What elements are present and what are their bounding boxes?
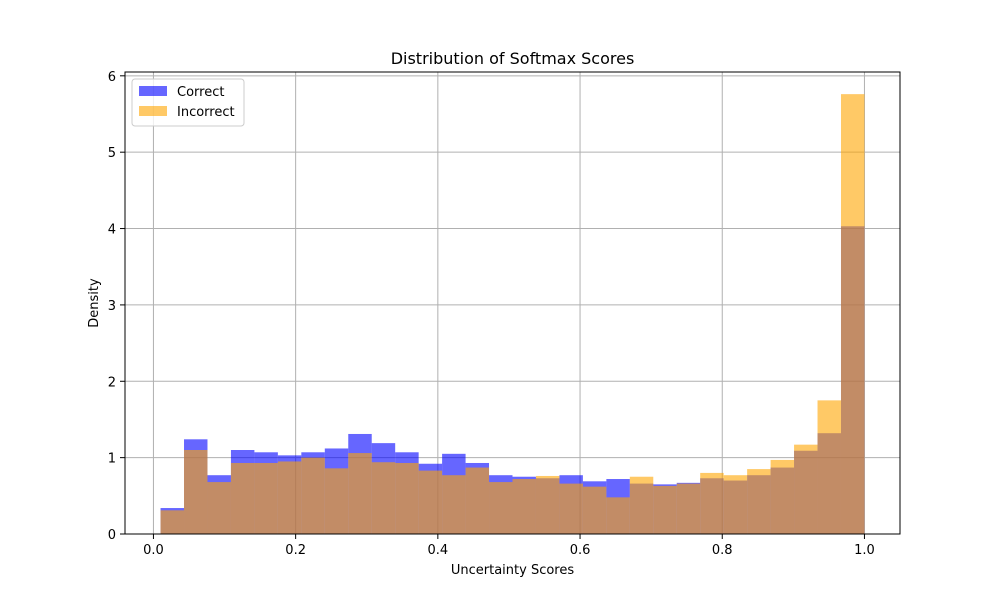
legend: Correct Incorrect [131, 78, 245, 127]
bar-incorrect [653, 485, 677, 534]
y-tick-label: 0 [108, 528, 116, 543]
bar-incorrect [160, 510, 185, 534]
x-tick-label: 0.8 [712, 543, 733, 558]
bar-incorrect [324, 468, 349, 534]
bar-incorrect [770, 459, 795, 534]
y-tick-label: 1 [108, 452, 116, 467]
bar-incorrect [442, 475, 466, 534]
bar-incorrect [348, 453, 372, 534]
bar-incorrect [489, 482, 513, 534]
bar-incorrect [301, 457, 325, 534]
x-tick-label: 1.0 [854, 543, 875, 558]
bar-incorrect [418, 470, 443, 534]
x-tick-label: 0.4 [428, 543, 449, 558]
y-tick-label: 2 [108, 375, 116, 390]
x-tick-label: 0.0 [143, 543, 164, 558]
bar-incorrect [395, 462, 419, 534]
bar-incorrect [794, 444, 818, 534]
legend-swatch-correct [139, 86, 167, 96]
bar-incorrect [840, 94, 865, 535]
bar-incorrect [629, 476, 654, 534]
bar-incorrect [371, 462, 396, 534]
x-axis-label: Uncertainty Scores [451, 563, 574, 578]
x-tick-label: 0.6 [570, 543, 591, 558]
series-incorrect [160, 94, 865, 535]
bar-incorrect [535, 475, 560, 534]
bar-incorrect [184, 450, 208, 534]
bar-incorrect [559, 483, 583, 534]
legend-label-incorrect: Incorrect [177, 105, 235, 120]
bar-incorrect [747, 469, 771, 534]
bar-incorrect [465, 467, 490, 534]
legend-swatch-incorrect [139, 106, 167, 116]
bar-incorrect [700, 472, 724, 534]
y-tick-label: 5 [108, 146, 116, 161]
y-tick-label: 4 [108, 223, 116, 238]
bar-incorrect [582, 486, 607, 534]
chart-title: Distribution of Softmax Scores [391, 49, 635, 68]
x-tick-label: 0.2 [285, 543, 306, 558]
bar-incorrect [512, 479, 536, 534]
y-tick-label: 6 [108, 70, 116, 85]
bar-incorrect [277, 461, 302, 534]
plot-area-frame [124, 71, 901, 535]
bar-incorrect [817, 400, 841, 534]
axis-ticks: 0.0 0.2 0.4 0.6 0.8 1.0 0 1 2 3 4 5 6 [108, 70, 875, 558]
bar-incorrect [230, 462, 255, 534]
bar-incorrect [207, 482, 231, 534]
legend-label-correct: Correct [177, 85, 224, 100]
bar-incorrect [606, 497, 630, 534]
bar-incorrect [254, 462, 278, 534]
histogram-bars [160, 94, 865, 535]
bar-incorrect [676, 483, 701, 534]
y-axis-label: Density [87, 278, 102, 328]
bar-incorrect [723, 475, 748, 534]
y-tick-label: 3 [108, 299, 116, 314]
